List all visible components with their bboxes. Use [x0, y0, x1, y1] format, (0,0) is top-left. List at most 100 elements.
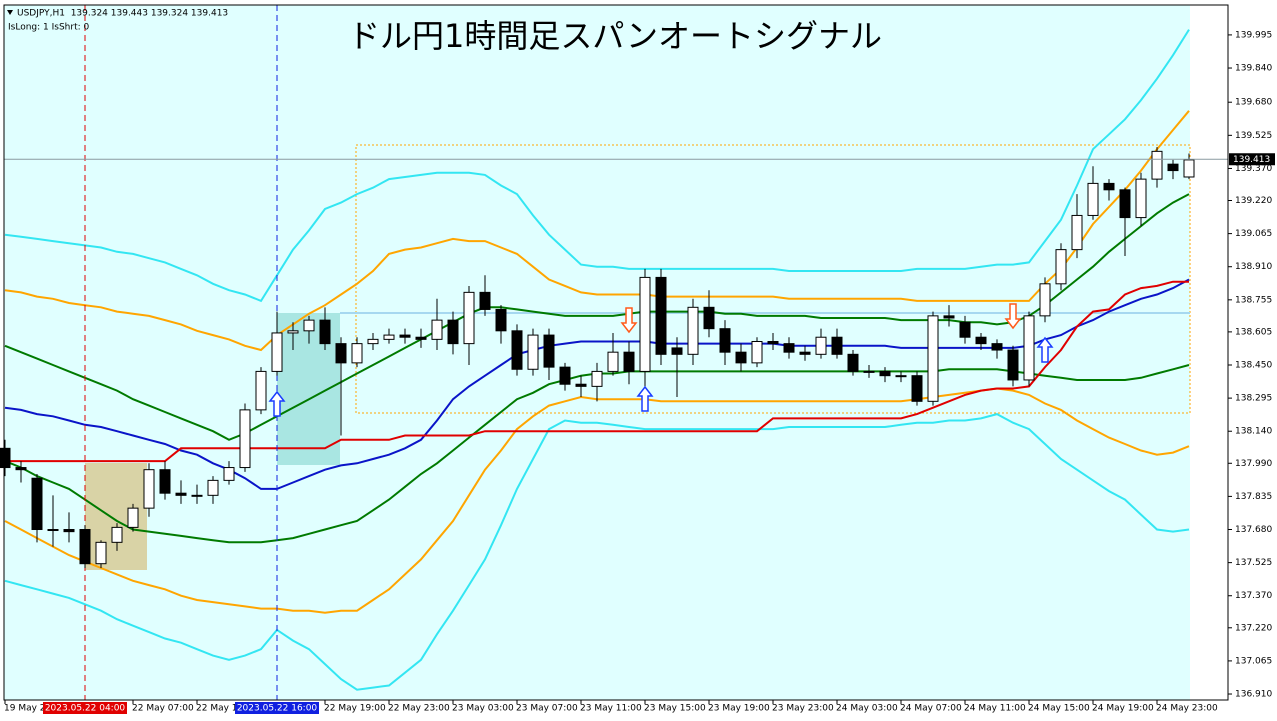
x-tick-label: 24 May 23:00	[1156, 704, 1218, 714]
candle-body	[943, 315, 955, 319]
candle-body	[47, 529, 59, 532]
axes: 139.995 139.840 139.680 139.525 139.370 139.2…	[4, 30, 1275, 714]
x-tick-label: 24 May 15:00	[1028, 704, 1090, 714]
candle-body	[1119, 189, 1131, 219]
y-tick-label: 139.995	[1235, 30, 1272, 40]
buy-arrow	[1036, 336, 1054, 363]
candle-body	[655, 276, 667, 355]
x-tick-label: 23 May 07:00	[516, 704, 578, 714]
status-info: IsLong: 1 IsShrt: 0	[8, 23, 89, 33]
candle-body	[591, 370, 603, 387]
candle-body	[1183, 159, 1195, 178]
y-tick-label: 137.065	[1235, 656, 1272, 666]
candle-body	[79, 529, 91, 565]
y-tick-label: 138.450	[1235, 360, 1272, 370]
candle-body	[815, 336, 827, 355]
symbol-info: USDJPY,H1 139.324 139.443 139.324 139.41…	[17, 9, 228, 19]
candle-body	[751, 340, 763, 364]
candle-body	[479, 291, 491, 310]
collapse-marker	[7, 10, 13, 15]
candle-body	[575, 383, 587, 387]
plot-background	[4, 5, 1190, 700]
y-tick-label: 137.370	[1235, 591, 1272, 601]
candle-body	[991, 343, 1003, 351]
candle-body	[895, 375, 907, 378]
candle-body	[191, 494, 203, 497]
candle-body	[607, 351, 619, 372]
candle-body	[111, 526, 123, 543]
y-tick-label: 139.525	[1235, 131, 1272, 141]
time-marker-box	[43, 702, 127, 714]
candle-body	[719, 328, 731, 353]
candle-body	[831, 336, 843, 355]
y-tick-label: 137.990	[1235, 459, 1272, 469]
candle-body	[1039, 283, 1051, 317]
x-tick-label: 24 May 03:00	[836, 704, 898, 714]
candle-body	[1087, 182, 1099, 216]
candle-body	[399, 334, 411, 338]
candle-body	[623, 351, 635, 372]
candle-body	[911, 375, 923, 402]
time-marker-label: 2023.05.22 04:00	[45, 704, 126, 714]
indicator-line	[5, 280, 1189, 463]
candle-body	[367, 338, 379, 345]
y-tick-label: 137.835	[1235, 492, 1272, 502]
candle-body	[303, 319, 315, 332]
x-tick-label: 24 May 19:00	[1092, 704, 1154, 714]
candle-body	[319, 319, 331, 345]
candle-body	[1071, 214, 1083, 251]
candle-body	[175, 492, 187, 496]
y-tick-label: 138.605	[1235, 327, 1272, 337]
candle-body	[1023, 315, 1035, 381]
candle-body	[1135, 178, 1147, 219]
indicator-line	[4, 413, 1190, 691]
candle-body	[143, 469, 155, 509]
candle-body	[1055, 249, 1067, 285]
x-tick-label: 22 May 07:00	[132, 704, 194, 714]
signal-arrows	[268, 303, 1054, 417]
candle-body	[31, 477, 43, 531]
sell-arrow	[1004, 303, 1022, 330]
x-tick-label: 22 May 1	[196, 704, 238, 714]
sell-arrow	[620, 307, 638, 334]
candle-body	[1007, 349, 1019, 381]
x-tick-label: 22 May 19:00	[324, 704, 386, 714]
y-tick-label: 136.910	[1235, 690, 1272, 700]
candle-body	[223, 467, 235, 481]
candle-body	[767, 340, 779, 345]
candle-body	[95, 541, 107, 565]
candle-body	[415, 336, 427, 340]
candle-body	[511, 330, 523, 370]
candle-body	[687, 306, 699, 355]
x-tick-label: 19 May 2	[4, 704, 46, 714]
buy-arrow	[268, 390, 286, 417]
candle-body	[559, 366, 571, 385]
candle-body	[847, 353, 859, 372]
candle-body	[1151, 150, 1163, 180]
candle-body	[927, 315, 939, 402]
y-tick-label: 138.140	[1235, 427, 1272, 437]
x-tick-label: 24 May 11:00	[964, 704, 1026, 714]
indicator-line	[4, 193, 1190, 441]
y-tick-label: 138.755	[1235, 295, 1272, 305]
y-tick-label: 139.840	[1235, 64, 1272, 74]
candle-body	[527, 334, 539, 370]
candle-body	[639, 276, 651, 372]
candle-body	[671, 347, 683, 355]
x-tick-label: 24 May 07:00	[900, 704, 962, 714]
candle-body	[287, 330, 299, 334]
candle-body	[543, 334, 555, 368]
y-tick-label: 137.680	[1235, 525, 1272, 535]
y-tick-label: 139.680	[1235, 98, 1272, 108]
y-tick-label: 137.525	[1235, 558, 1272, 568]
time-marker-box	[235, 702, 319, 714]
candle-body	[1167, 163, 1179, 172]
candles	[0, 147, 1195, 568]
x-tick-label: 23 May 15:00	[644, 704, 706, 714]
candle-body	[335, 343, 347, 364]
candle-body	[1103, 182, 1115, 191]
candle-body	[799, 351, 811, 355]
y-tick-label: 139.220	[1235, 196, 1272, 206]
